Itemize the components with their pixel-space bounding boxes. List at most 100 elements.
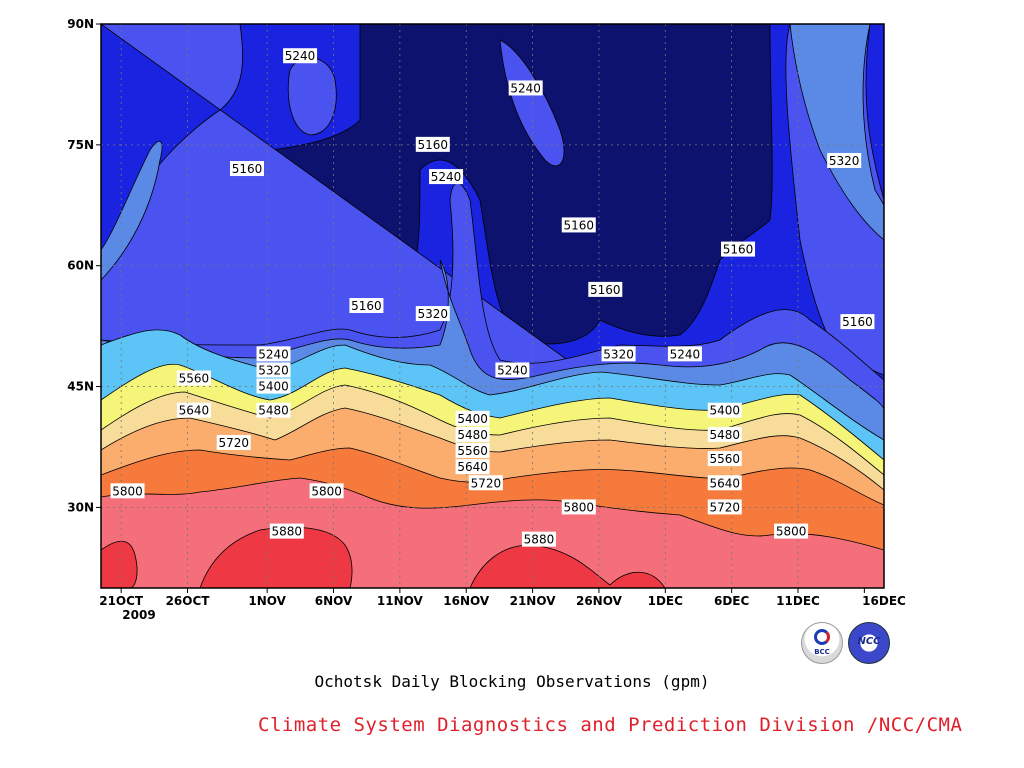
contour-label-bg bbox=[601, 346, 636, 362]
contour-label: 5160 bbox=[349, 298, 384, 313]
contour-label-bg bbox=[176, 370, 211, 386]
contour-label-bg bbox=[508, 80, 543, 96]
contour-label: 5560 bbox=[176, 370, 211, 386]
contour-label-text: 5160 bbox=[723, 243, 754, 257]
bcc-logo: BCC bbox=[801, 622, 843, 664]
contour-label: 5640 bbox=[176, 402, 211, 418]
contour-label: 5880 bbox=[521, 531, 556, 547]
contour-label: 5560 bbox=[707, 451, 742, 467]
contour-label: 5560 bbox=[455, 443, 490, 459]
contour-label: 5160 bbox=[721, 241, 756, 257]
contour-label-text: 5720 bbox=[709, 500, 740, 514]
contour-bands bbox=[101, 24, 884, 588]
grid-lines bbox=[101, 24, 884, 588]
contour-label-bg bbox=[827, 152, 862, 168]
contour-label-bg bbox=[256, 378, 291, 394]
contour-label-text: 5640 bbox=[179, 404, 210, 418]
x-tick-label: 16DEC bbox=[862, 594, 906, 608]
plot-frame bbox=[100, 23, 885, 589]
contour-label-text: 5240 bbox=[497, 363, 528, 377]
contour-label-bg bbox=[216, 434, 251, 450]
contour-label: 5160 bbox=[229, 161, 264, 177]
contour-label: 5720 bbox=[707, 499, 742, 515]
contour-label-bg bbox=[256, 402, 291, 418]
contour-label-text: 5160 bbox=[563, 218, 594, 232]
x-tick-label: 11NOV bbox=[377, 594, 424, 608]
contour-label-text: 5880 bbox=[524, 533, 555, 547]
blob-north-2 bbox=[499, 39, 565, 167]
contour-label: 5480 bbox=[455, 426, 490, 442]
contour-label-text: 5720 bbox=[218, 436, 249, 450]
contour-label-text: 5560 bbox=[179, 372, 210, 386]
contour-label: 5160 bbox=[415, 136, 450, 152]
x-tick-label: 1DEC bbox=[648, 594, 684, 608]
contour-label-bg bbox=[269, 523, 304, 539]
blob-north-1 bbox=[287, 57, 337, 136]
contour-label: 5240 bbox=[667, 346, 702, 362]
contour-label: 5640 bbox=[707, 475, 742, 491]
contour-label: 5640 bbox=[455, 459, 490, 475]
contour-label-bg bbox=[707, 402, 742, 418]
contour-label-text: 5320 bbox=[258, 363, 289, 377]
contour-label-text: 5480 bbox=[258, 404, 289, 418]
contour-label: 5160 bbox=[840, 314, 875, 330]
contour-label-bg bbox=[349, 298, 384, 313]
y-tick-label: 45N bbox=[67, 380, 94, 394]
x-tick-label: 26OCT bbox=[166, 594, 211, 608]
contour-label-bg bbox=[455, 459, 490, 475]
x-tick-year: 2009 bbox=[122, 608, 155, 622]
contour-label: 5320 bbox=[827, 152, 862, 168]
bcc-logo-text: BCC bbox=[814, 648, 830, 656]
contour-label: 5160 bbox=[561, 217, 596, 233]
contour-label-text: 5880 bbox=[272, 525, 303, 539]
contour-label-bg bbox=[707, 499, 742, 515]
x-tick-label: 26NOV bbox=[576, 594, 623, 608]
contour-label-text: 5480 bbox=[709, 428, 740, 442]
contour-label: 5240 bbox=[429, 169, 464, 185]
x-tick-label: 11DEC bbox=[776, 594, 820, 608]
contour-label: 5480 bbox=[256, 402, 291, 418]
credit-line: Climate System Diagnostics and Predictio… bbox=[258, 714, 963, 736]
band-5880-a bbox=[101, 540, 138, 588]
contour-label-bg bbox=[667, 346, 702, 362]
band-5880-c bbox=[469, 544, 666, 588]
contour-label-text: 5240 bbox=[431, 170, 462, 184]
contour-label-bg bbox=[561, 499, 596, 515]
x-tick-label: 6NOV bbox=[315, 594, 353, 608]
contour-label-bg bbox=[256, 346, 291, 362]
contour-label: 5240 bbox=[283, 48, 318, 64]
contour-label: 5720 bbox=[468, 475, 503, 491]
contour-label-text: 5320 bbox=[603, 347, 634, 361]
x-tick-label: 21NOV bbox=[510, 594, 557, 608]
contour-label-bg bbox=[455, 426, 490, 442]
contour-label-text: 5640 bbox=[709, 476, 740, 490]
contour-label-text: 5560 bbox=[709, 452, 740, 466]
contour-label-text: 5560 bbox=[457, 444, 488, 458]
contour-label-bg bbox=[415, 306, 450, 322]
contour-label: 5320 bbox=[256, 362, 291, 378]
y-tick-label: 60N bbox=[67, 259, 94, 273]
y-tick-label: 30N bbox=[67, 500, 94, 514]
bcc-emblem-icon bbox=[814, 629, 830, 645]
contour-label-bg bbox=[588, 281, 623, 297]
y-tick-label: 75N bbox=[67, 138, 94, 152]
contour-label: 5800 bbox=[561, 499, 596, 515]
contour-label: 5400 bbox=[256, 378, 291, 394]
contour-label-bg bbox=[707, 475, 742, 491]
contour-label-bg bbox=[455, 443, 490, 459]
contour-label-bg bbox=[309, 483, 344, 499]
x-tick-label: 21OCT bbox=[99, 594, 144, 608]
contour-label: 5480 bbox=[707, 426, 742, 442]
contour-label: 5800 bbox=[774, 523, 809, 539]
contour-label-text: 5800 bbox=[563, 500, 594, 514]
contour-label-text: 5160 bbox=[842, 315, 873, 329]
contour-label-bg bbox=[229, 161, 264, 177]
contour-label-bg bbox=[561, 217, 596, 233]
contour-label-bg bbox=[429, 169, 464, 185]
contour-label: 5880 bbox=[269, 523, 304, 539]
contour-label-bg bbox=[495, 362, 530, 378]
contour-label-text: 5160 bbox=[590, 283, 621, 297]
chart-title: Ochotsk Daily Blocking Observations (gpm… bbox=[314, 672, 710, 691]
x-tick-label: 1NOV bbox=[248, 594, 286, 608]
